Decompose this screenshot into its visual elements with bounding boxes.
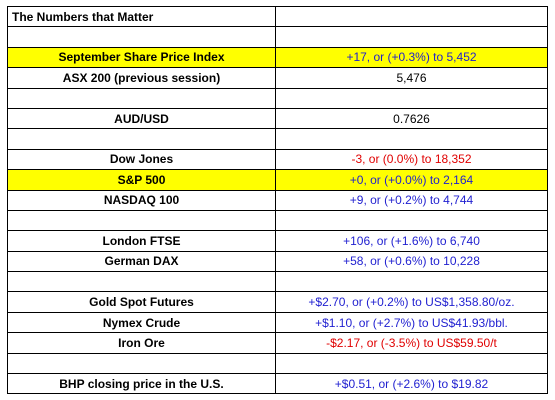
empty-cell [7, 209, 276, 232]
empty-cell [7, 271, 276, 293]
spacer-row [7, 209, 548, 232]
table-title: The Numbers that Matter [7, 5, 276, 28]
data-row: September Share Price Index +17, or (+0.3… [7, 46, 548, 69]
row-label: AUD/USD [7, 107, 276, 130]
empty-cell [275, 128, 548, 150]
row-label: September Share Price Index [7, 46, 276, 69]
empty-cell [7, 87, 276, 109]
data-row: Dow Jones -3, or (0.0%) to 18,352 [7, 148, 548, 171]
spacer-row [7, 352, 548, 375]
spacer-row [7, 87, 548, 109]
empty-cell [7, 352, 276, 375]
row-value: +17, or (+0.3%) to 5,452 [275, 46, 548, 69]
row-label: NASDAQ 100 [7, 189, 276, 211]
row-label: Nymex Crude [7, 311, 276, 334]
data-row: NASDAQ 100 +9, or (+0.2%) to 4,744 [7, 189, 548, 211]
row-label: Dow Jones [7, 148, 276, 171]
empty-cell [7, 128, 276, 150]
row-value: -3, or (0.0%) to 18,352 [275, 148, 548, 171]
data-row: BHP closing price in the U.S. +$0.51, or … [7, 373, 548, 395]
empty-cell [7, 26, 276, 48]
row-value: +106, or (+1.6%) to 6,740 [275, 230, 548, 252]
row-value: 0.7626 [275, 107, 548, 130]
data-row: Iron Ore -$2.17, or (-3.5%) to US$59.50/t [7, 332, 548, 354]
empty-cell [275, 26, 548, 48]
row-label: BHP closing price in the U.S. [7, 373, 276, 395]
row-value: +58, or (+0.6%) to 10,228 [275, 250, 548, 273]
data-row: Gold Spot Futures +$2.70, or (+0.2%) to U… [7, 291, 548, 313]
data-row: German DAX +58, or (+0.6%) to 10,228 [7, 250, 548, 273]
row-value: +0, or (+0.0%) to 2,164 [275, 169, 548, 191]
table-body: The Numbers that Matter September Share … [7, 5, 548, 395]
row-label: London FTSE [7, 230, 276, 252]
empty-cell [275, 271, 548, 293]
row-value: 5,476 [275, 67, 548, 89]
numbers-table: The Numbers that Matter September Share … [7, 5, 548, 395]
data-row: London FTSE +106, or (+1.6%) to 6,740 [7, 230, 548, 252]
data-row: ASX 200 (previous session) 5,476 [7, 67, 548, 89]
row-value: -$2.17, or (-3.5%) to US$59.50/t [275, 332, 548, 354]
row-value: +$2.70, or (+0.2%) to US$1,358.80/oz. [275, 291, 548, 313]
data-row: Nymex Crude +$1.10, or (+2.7%) to US$41.9… [7, 311, 548, 334]
data-row: AUD/USD 0.7626 [7, 107, 548, 130]
row-value: +$1.10, or (+2.7%) to US$41.93/bbl. [275, 311, 548, 334]
spacer-row [7, 271, 548, 293]
empty-cell [275, 209, 548, 232]
empty-cell [275, 5, 548, 28]
row-label: S&P 500 [7, 169, 276, 191]
title-row: The Numbers that Matter [7, 5, 548, 28]
empty-cell [275, 87, 548, 109]
row-label: Iron Ore [7, 332, 276, 354]
row-label: German DAX [7, 250, 276, 273]
row-label: Gold Spot Futures [7, 291, 276, 313]
empty-cell [275, 352, 548, 375]
spacer-row [7, 26, 548, 48]
row-value: +9, or (+0.2%) to 4,744 [275, 189, 548, 211]
data-row: S&P 500 +0, or (+0.0%) to 2,164 [7, 169, 548, 191]
row-value: +$0.51, or (+2.6%) to $19.82 [275, 373, 548, 395]
spacer-row [7, 128, 548, 150]
row-label: ASX 200 (previous session) [7, 67, 276, 89]
